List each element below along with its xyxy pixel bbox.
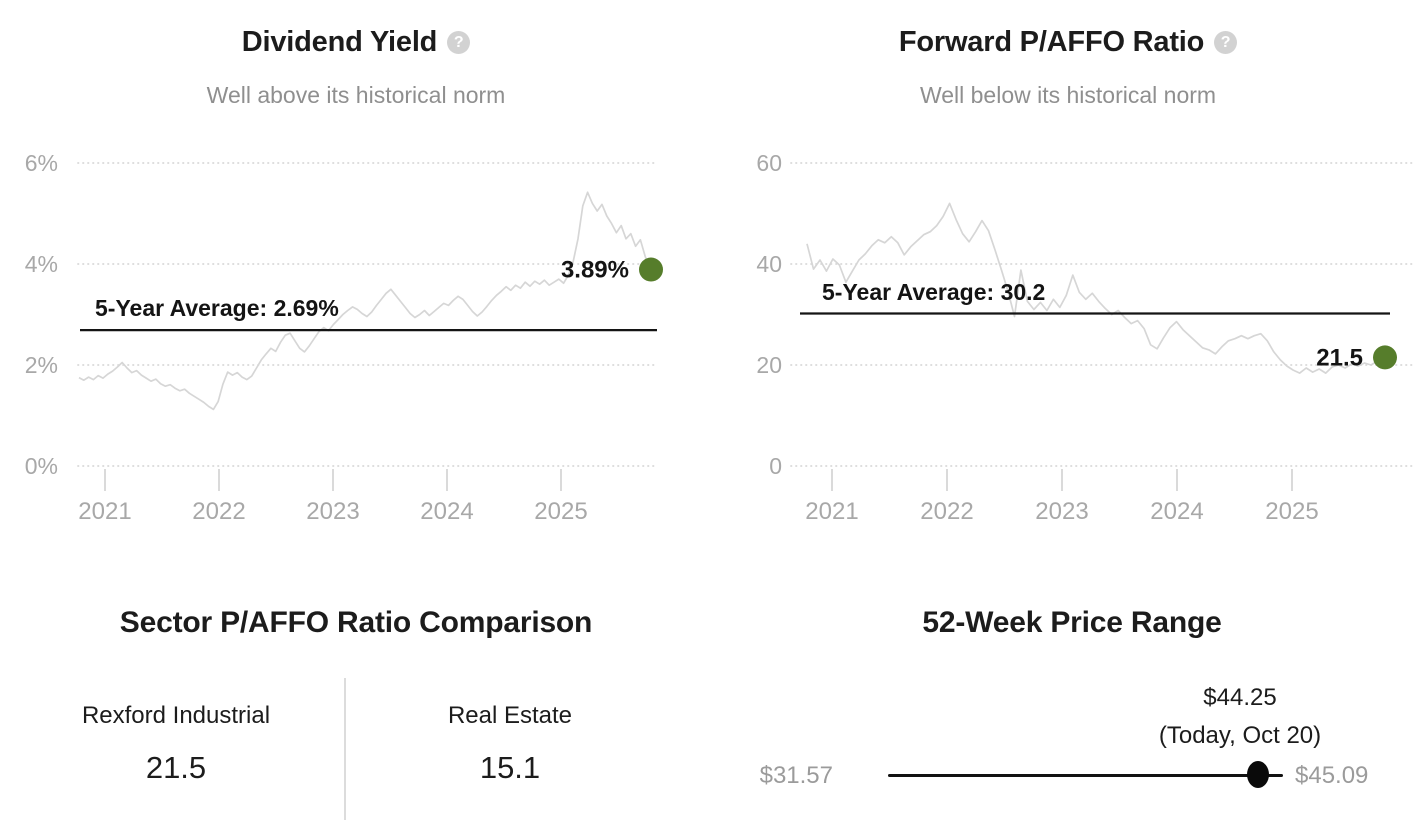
x-axis-tick-label: 2021 <box>78 498 131 525</box>
x-axis-tick-label: 2021 <box>805 498 858 525</box>
paffo-header: Forward P/AFFO Ratio ? <box>712 26 1424 59</box>
current-value-dot <box>639 257 663 282</box>
dividend-yield-title: Dividend Yield <box>241 26 438 58</box>
y-axis-tick-label: 0 <box>769 453 782 479</box>
comparison-divider <box>344 678 346 820</box>
x-axis-tick-label: 2025 <box>534 498 587 525</box>
x-axis-tick-label: 2025 <box>1265 498 1318 525</box>
price-range-marker-dot <box>1247 761 1270 788</box>
dividend-yield-chart: 0% 2% 4% 6% 2021 2022 2023 2024 2025 5-Year Avera… <box>25 150 663 525</box>
comparison-value: 21.5 <box>145 750 207 785</box>
y-axis-tick-label: 2% <box>25 352 58 378</box>
average-label: 5-Year Average: 2.69% <box>95 295 339 321</box>
comparison-label: Real Estate <box>447 702 573 729</box>
help-icon[interactable]: ? <box>447 31 471 54</box>
dividend-yield-subtitle: Well above its historical norm <box>206 82 506 108</box>
y-axis-tick-label: 40 <box>756 251 782 277</box>
comparison-column-sector: Real Estate 15.1 <box>360 702 660 786</box>
comparison-label: Rexford Industrial <box>81 702 271 729</box>
y-axis-tick-label: 0% <box>25 453 58 479</box>
x-axis-tick-label: 2022 <box>192 498 245 525</box>
x-axis-tick-label: 2022 <box>920 498 973 525</box>
x-axis-tick-label: 2023 <box>1035 498 1088 525</box>
x-axis-tick-label: 2024 <box>1150 498 1203 525</box>
history-line <box>806 202 1385 374</box>
dividend-yield-header: Dividend Yield ? <box>0 26 712 59</box>
history-line <box>78 191 651 411</box>
price-range-current-price: $44.25 <box>1203 684 1277 711</box>
current-value-label: 3.89% <box>561 257 629 284</box>
current-value-dot <box>1373 345 1397 370</box>
price-range-high: $45.09 <box>1295 762 1369 789</box>
x-axis-tick-label: 2024 <box>420 498 473 525</box>
paffo-subtitle: Well below its historical norm <box>919 82 1217 108</box>
y-axis-tick-label: 60 <box>756 150 782 176</box>
price-range-low: $31.57 <box>759 762 833 789</box>
comparison-value: 15.1 <box>479 750 541 785</box>
sector-comparison-title: Sector P/AFFO Ratio Comparison <box>119 606 593 639</box>
average-label: 5-Year Average: 30.2 <box>822 279 1045 305</box>
paffo-title: Forward P/AFFO Ratio <box>898 26 1205 58</box>
y-axis-tick-label: 20 <box>756 352 782 378</box>
x-axis-tick-label: 2023 <box>306 498 359 525</box>
y-axis-tick-label: 6% <box>25 150 58 176</box>
current-value-label: 21.5 <box>1316 344 1363 371</box>
price-range-current-note: (Today, Oct 20) <box>1158 722 1322 749</box>
comparison-column-rexford: Rexford Industrial 21.5 <box>26 702 326 786</box>
help-icon[interactable]: ? <box>1214 31 1238 54</box>
price-range-title: 52-Week Price Range <box>922 606 1222 639</box>
y-axis-tick-label: 4% <box>25 251 58 277</box>
price-range-track <box>888 774 1283 777</box>
paffo-chart: 0 20 40 60 2021 2022 2023 2024 2025 5-Year Averag… <box>756 150 1413 525</box>
